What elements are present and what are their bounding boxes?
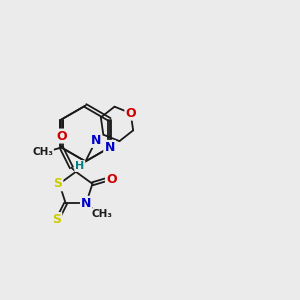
Text: N: N [104,141,115,154]
Text: O: O [125,106,136,120]
Text: CH₃: CH₃ [32,147,53,157]
Text: N: N [81,197,91,210]
Text: CH₃: CH₃ [92,209,113,219]
Text: O: O [56,130,67,142]
Text: H: H [75,161,84,171]
Text: S: S [52,213,61,226]
Text: N: N [91,134,101,147]
Text: O: O [106,172,117,186]
Text: S: S [53,177,62,190]
Text: N: N [104,141,115,154]
